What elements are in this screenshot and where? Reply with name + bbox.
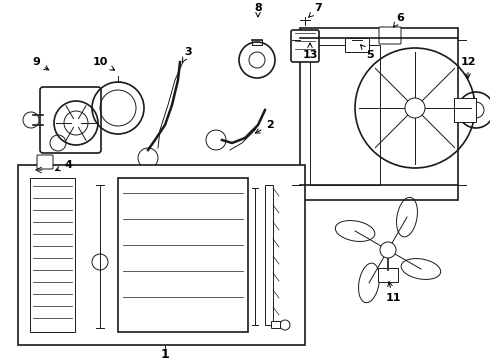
Text: 4: 4 [55, 160, 72, 171]
Text: 1: 1 [161, 348, 170, 360]
Bar [18, 165, 305, 345]
Text: 11: 11 [385, 282, 401, 303]
Bar [265, 185, 273, 325]
Text: 7: 7 [309, 3, 322, 17]
Bar [378, 268, 398, 282]
Text: 3: 3 [182, 47, 192, 62]
FancyBboxPatch shape [37, 155, 53, 169]
Text: 13: 13 [302, 43, 318, 60]
Text: 2: 2 [255, 120, 274, 133]
Bar [300, 28, 458, 200]
Text: 6: 6 [393, 13, 404, 27]
Bar [454, 98, 476, 122]
FancyBboxPatch shape [271, 321, 280, 328]
Bar [30, 178, 75, 332]
Bar [310, 45, 380, 185]
Circle shape [405, 98, 425, 118]
Text: 8: 8 [254, 3, 262, 17]
FancyBboxPatch shape [291, 30, 319, 62]
Text: 10: 10 [92, 57, 115, 70]
Text: 12: 12 [460, 57, 476, 78]
FancyBboxPatch shape [40, 87, 101, 153]
FancyBboxPatch shape [300, 37, 312, 51]
Text: 9: 9 [32, 57, 49, 70]
Bar [118, 178, 248, 332]
Circle shape [380, 242, 396, 258]
FancyBboxPatch shape [379, 27, 401, 44]
Text: 5: 5 [361, 45, 374, 60]
FancyBboxPatch shape [345, 38, 369, 52]
